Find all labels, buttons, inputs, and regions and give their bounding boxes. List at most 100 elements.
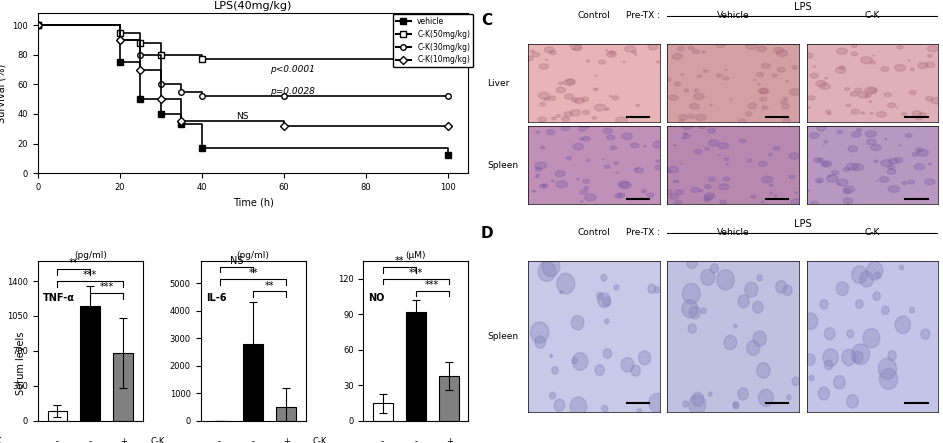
Circle shape	[865, 94, 871, 97]
Circle shape	[867, 139, 876, 145]
Circle shape	[745, 112, 752, 116]
Circle shape	[544, 47, 554, 53]
Text: C-K: C-K	[150, 437, 164, 443]
Circle shape	[674, 144, 676, 146]
Circle shape	[694, 93, 704, 100]
Circle shape	[825, 77, 828, 79]
Circle shape	[819, 299, 828, 309]
Circle shape	[694, 149, 702, 154]
Circle shape	[683, 401, 688, 407]
Circle shape	[725, 69, 727, 70]
Circle shape	[639, 198, 642, 199]
Circle shape	[704, 198, 709, 202]
Circle shape	[759, 161, 767, 166]
Circle shape	[769, 153, 772, 156]
Circle shape	[539, 102, 545, 106]
Circle shape	[908, 180, 915, 184]
Text: Pre-TX :: Pre-TX :	[625, 11, 660, 20]
Circle shape	[638, 351, 651, 365]
Circle shape	[844, 186, 854, 193]
Circle shape	[855, 300, 863, 308]
Text: ***: ***	[425, 280, 439, 290]
Circle shape	[701, 308, 706, 314]
Circle shape	[753, 331, 767, 346]
Circle shape	[614, 162, 619, 164]
Circle shape	[757, 275, 762, 281]
Text: NO: NO	[369, 293, 385, 303]
Circle shape	[866, 131, 876, 137]
Circle shape	[572, 353, 587, 370]
Text: C: C	[481, 13, 492, 28]
Circle shape	[870, 113, 873, 114]
Circle shape	[698, 75, 702, 78]
Circle shape	[672, 54, 683, 59]
Circle shape	[902, 113, 906, 116]
Circle shape	[882, 306, 889, 315]
Circle shape	[696, 114, 706, 120]
Circle shape	[564, 79, 575, 85]
Circle shape	[762, 176, 772, 183]
Circle shape	[604, 319, 609, 323]
Circle shape	[679, 114, 687, 120]
Text: C-K: C-K	[865, 228, 880, 237]
Circle shape	[689, 306, 701, 319]
Circle shape	[786, 80, 788, 82]
Circle shape	[536, 131, 539, 133]
Circle shape	[677, 203, 679, 204]
Circle shape	[838, 183, 840, 184]
Text: NS: NS	[230, 256, 243, 266]
Circle shape	[822, 162, 829, 166]
Circle shape	[542, 256, 560, 276]
Text: D: D	[481, 226, 493, 241]
Circle shape	[704, 185, 711, 189]
Circle shape	[670, 194, 678, 199]
Text: p<0.0001: p<0.0001	[270, 65, 314, 74]
Circle shape	[754, 79, 756, 80]
Circle shape	[821, 161, 832, 167]
Text: **: **	[265, 280, 274, 291]
Circle shape	[816, 178, 823, 183]
Circle shape	[858, 92, 869, 98]
Circle shape	[576, 179, 579, 180]
Circle shape	[843, 198, 853, 204]
Circle shape	[555, 171, 565, 177]
Circle shape	[789, 89, 801, 95]
Circle shape	[549, 96, 555, 100]
Circle shape	[762, 63, 770, 69]
Circle shape	[684, 89, 688, 92]
Circle shape	[881, 159, 892, 167]
Circle shape	[570, 397, 587, 416]
Circle shape	[734, 324, 736, 328]
Circle shape	[536, 176, 538, 178]
Circle shape	[648, 284, 656, 293]
Circle shape	[612, 96, 619, 100]
Circle shape	[834, 376, 845, 389]
Circle shape	[535, 167, 541, 171]
Circle shape	[708, 140, 719, 146]
Circle shape	[679, 120, 684, 123]
Circle shape	[828, 175, 831, 177]
Text: +: +	[283, 437, 290, 443]
Circle shape	[931, 97, 942, 104]
Title: (pg/ml): (pg/ml)	[237, 251, 270, 260]
Circle shape	[818, 158, 823, 161]
Circle shape	[852, 266, 868, 284]
Circle shape	[631, 143, 638, 148]
Circle shape	[792, 377, 800, 385]
Text: Serum levels: Serum levels	[16, 331, 25, 395]
Circle shape	[759, 89, 768, 93]
Circle shape	[571, 98, 579, 102]
Circle shape	[587, 60, 590, 62]
Circle shape	[598, 293, 610, 307]
Circle shape	[758, 389, 773, 407]
Circle shape	[533, 190, 536, 192]
Circle shape	[847, 330, 853, 338]
Text: -: -	[89, 437, 91, 443]
Circle shape	[674, 200, 683, 205]
Circle shape	[552, 117, 556, 120]
Circle shape	[604, 128, 612, 133]
Circle shape	[621, 133, 633, 140]
Circle shape	[804, 354, 815, 365]
Circle shape	[792, 66, 798, 69]
Circle shape	[571, 43, 582, 50]
